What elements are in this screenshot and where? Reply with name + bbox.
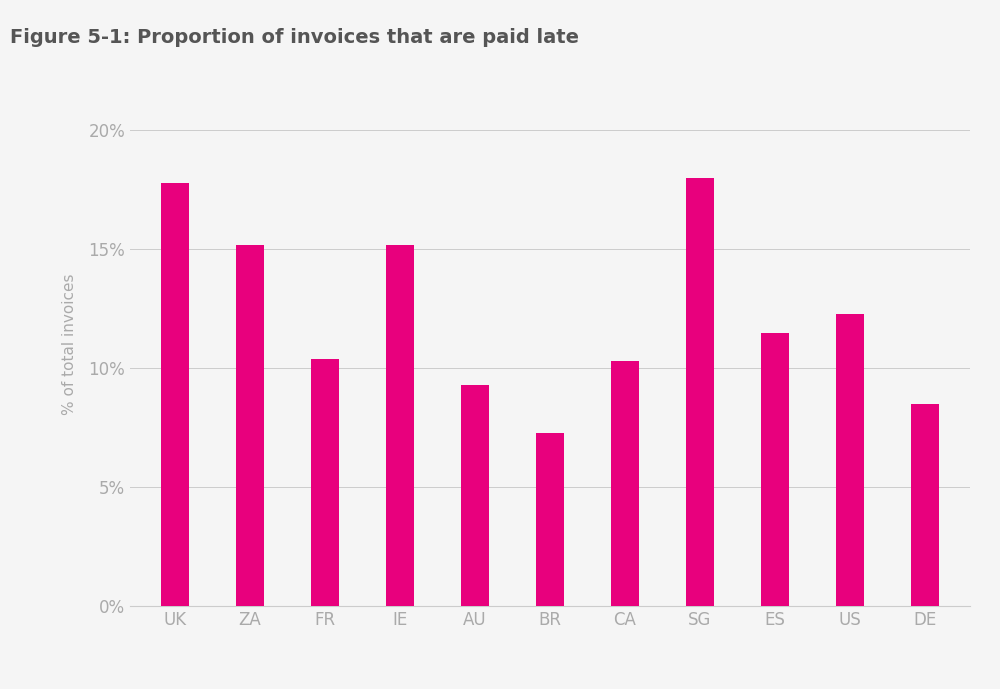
Bar [836, 313, 864, 606]
Bar [461, 385, 489, 606]
Bar [686, 178, 714, 606]
Bar [386, 245, 414, 606]
Bar [911, 404, 939, 606]
Bar [236, 245, 264, 606]
Text: Figure 5-1: Proportion of invoices that are paid late: Figure 5-1: Proportion of invoices that … [10, 28, 579, 47]
Bar [311, 359, 339, 606]
Bar [536, 433, 564, 606]
Bar [611, 361, 639, 606]
Bar [761, 333, 789, 606]
Y-axis label: % of total invoices: % of total invoices [62, 274, 77, 415]
Bar [161, 183, 189, 606]
